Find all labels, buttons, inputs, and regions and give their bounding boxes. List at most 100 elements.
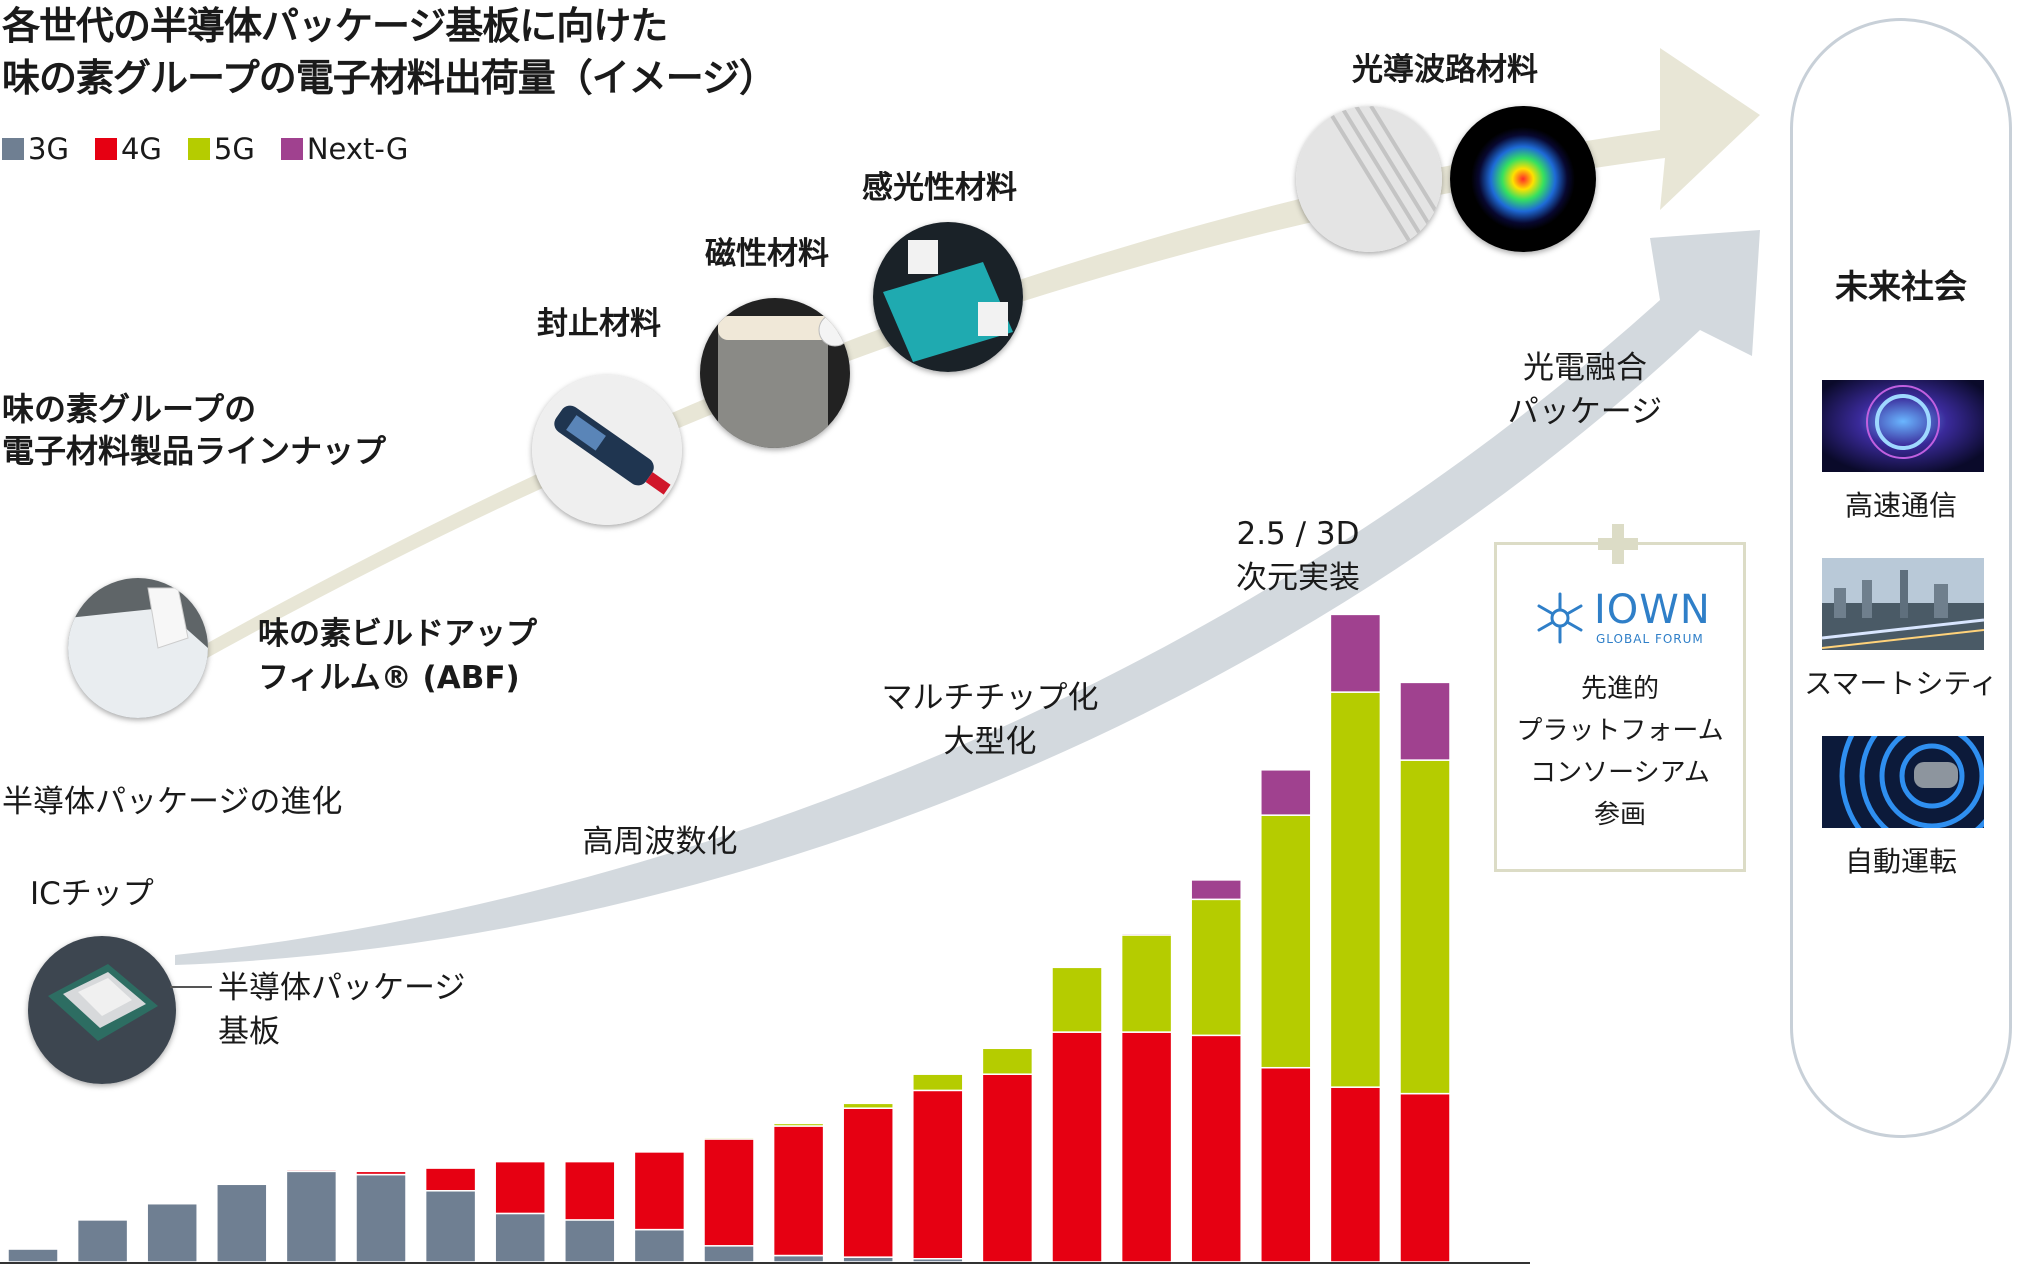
ic-chip-label: ICチップ — [30, 876, 154, 912]
bar-segment-4g-19 — [1260, 1066, 1312, 1263]
iown-line-2: プラットフォーム — [1516, 716, 1724, 746]
bar-segment-nextg-18 — [1190, 879, 1242, 901]
6g-network-image — [1822, 380, 1984, 472]
bar-segment-5g-20 — [1329, 691, 1382, 1088]
stage-label-multichip-line1: マルチチップ化 — [881, 680, 1099, 716]
bar-segment-4g-17 — [1120, 1031, 1173, 1263]
bar-segment-4g-11 — [703, 1138, 755, 1247]
bar-group — [7, 613, 1451, 1263]
product-label-abf-line1: 味の素ビルドアップ — [258, 616, 537, 652]
legend-item-4g: 4G — [94, 132, 162, 166]
product-label-sealant: 封止材料 — [537, 306, 661, 342]
substrate-label-line1: 半導体パッケージ — [218, 970, 466, 1006]
bar-segment-3g-2 — [76, 1219, 129, 1263]
bar-segment-3g-5 — [285, 1170, 338, 1263]
iown-logo: IOWN GLOBAL FORUM — [1530, 588, 1720, 648]
product-label-abf: 味の素ビルドアップ フィルム® (ABF) — [258, 612, 537, 700]
bar-segment-5g-21 — [1399, 759, 1451, 1095]
legend-label-5g: 5G — [213, 132, 255, 166]
bar-segment-4g-13 — [842, 1107, 894, 1258]
bar-segment-4g-9 — [564, 1160, 616, 1221]
stage-label-multichip: マルチチップ化 大型化 — [860, 676, 1120, 764]
bar-segment-3g-9 — [564, 1219, 616, 1263]
future-label-autonomous: 自動運転 — [1844, 845, 1957, 878]
magnetic-film-photo — [700, 298, 850, 448]
bar-segment-5g-17 — [1120, 934, 1173, 1033]
legend-swatch-5g — [187, 138, 210, 160]
ic-chip-photo — [28, 936, 176, 1084]
legend-item-3g: 3G — [2, 132, 69, 166]
bar-segment-4g-14 — [912, 1089, 964, 1260]
lineup-heading-line2: 電子材料製品ラインナップ — [2, 432, 387, 470]
bar-segment-3g-8 — [494, 1212, 546, 1263]
bar-segment-4g-18 — [1190, 1034, 1242, 1263]
sealant-syringe-photo — [532, 375, 682, 525]
stage-label-co-packaged-optics-line1: 光電融合 — [1523, 350, 1647, 386]
bar-segment-3g-4 — [216, 1183, 268, 1263]
iown-logo-text: IOWN — [1594, 587, 1711, 633]
legend-item-nextg: Next-G — [280, 132, 409, 166]
smart-city-image — [1822, 558, 1984, 650]
bar-segment-5g-18 — [1190, 898, 1242, 1037]
stage-label-co-packaged-optics-line2: パッケージ — [1507, 394, 1663, 430]
bar-segment-nextg-17 — [1120, 932, 1173, 936]
bar-segment-3g-12 — [772, 1254, 825, 1263]
bar-segment-4g-10 — [633, 1151, 686, 1231]
product-label-waveguide: 光導波路材料 — [1352, 52, 1538, 88]
iown-line-3: コンソーシアム — [1530, 758, 1710, 788]
bar-segment-5g-13 — [842, 1102, 894, 1109]
stage-label-3d-packaging-line1: 2.5 / 3D — [1236, 516, 1360, 552]
product-label-abf-line2: フィルム® (ABF) — [258, 660, 520, 696]
optical-waveguide-photo-lines — [1296, 106, 1442, 252]
substrate-label-line2: 基板 — [218, 1014, 280, 1050]
future-society-title: 未来社会 — [1835, 267, 1967, 306]
iown-logo-subtext: GLOBAL FORUM — [1596, 632, 1704, 646]
bar-segment-3g-11 — [703, 1245, 755, 1263]
bar-segment-nextg-21 — [1399, 681, 1451, 761]
product-label-magnetic: 磁性材料 — [705, 236, 829, 272]
lineup-heading-line1: 味の素グループの — [2, 390, 257, 428]
bar-segment-4g-15 — [981, 1073, 1034, 1263]
bar-segment-3g-10 — [633, 1228, 686, 1263]
bar-segment-4g-12 — [772, 1125, 825, 1257]
abf-film-photo — [68, 578, 208, 718]
stage-label-multichip-line2: 大型化 — [943, 724, 1037, 760]
legend-item-5g: 5G — [187, 132, 255, 166]
product-label-photosensitive: 感光性材料 — [862, 170, 1017, 206]
future-society-panel — [1790, 18, 2012, 1138]
plus-icon — [1598, 524, 1638, 564]
bar-segment-5g-15 — [981, 1047, 1034, 1075]
bar-segment-4g-6 — [355, 1170, 407, 1176]
bar-segment-4g-20 — [1329, 1086, 1382, 1263]
iown-line-4: 参画 — [1593, 800, 1646, 830]
bar-segment-4g-21 — [1399, 1092, 1451, 1263]
bar-segment-3g-6 — [355, 1173, 407, 1263]
iown-line-1: 先進的 — [1580, 674, 1659, 704]
bar-segment-nextg-20 — [1329, 613, 1382, 693]
autonomous-car-image — [1822, 736, 1984, 828]
bar-segment-5g-19 — [1260, 814, 1312, 1069]
stage-label-3d-packaging: 2.5 / 3D 次元実装 — [1178, 512, 1418, 600]
future-label-smart-city: スマートシティ — [1804, 667, 1998, 700]
title-line2: 味の素グループの電子材料出荷量（イメージ） — [2, 56, 777, 100]
iown-description: 先進的 プラットフォーム コンソーシアム 参画 — [1494, 668, 1746, 836]
bar-segment-5g-11 — [703, 1136, 755, 1140]
stage-label-high-frequency: 高周波数化 — [540, 820, 780, 864]
legend-swatch-3g — [2, 138, 24, 160]
bar-segment-5g-14 — [912, 1073, 964, 1092]
shipment-bar-chart — [0, 613, 1530, 1264]
iown-snowflake-icon — [1537, 592, 1583, 644]
legend-swatch-nextg — [280, 138, 303, 160]
bar-segment-4g-8 — [494, 1160, 546, 1215]
legend-label-4g: 4G — [120, 132, 162, 166]
bar-segment-5g-16 — [1051, 966, 1103, 1033]
iown-forum-box — [1494, 542, 1746, 872]
bar-segment-4g-5 — [285, 1168, 338, 1173]
substrate-label: 半導体パッケージ 基板 — [218, 966, 465, 1054]
page-title: 各世代の半導体パッケージ基板に向けた 味の素グループの電子材料出荷量（イメージ） — [2, 0, 777, 104]
chart-legend: 3G 4G 5G Next-G — [2, 132, 408, 166]
legend-label-nextg: Next-G — [306, 132, 409, 166]
lineup-heading: 味の素グループの 電子材料製品ラインナップ — [2, 388, 386, 472]
bar-segment-4g-16 — [1051, 1031, 1103, 1263]
